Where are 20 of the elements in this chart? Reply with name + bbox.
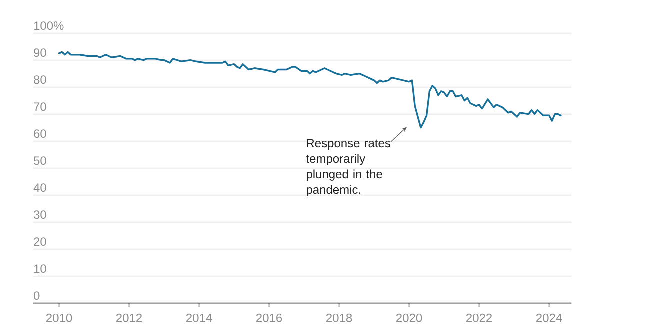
annotation: Response rates temporarily plunged in the pandemic. bbox=[306, 139, 390, 196]
x-tick-label: 2024 bbox=[536, 314, 562, 322]
y-tick-label: 0 bbox=[34, 292, 40, 300]
y-tick-label: 60 bbox=[34, 130, 46, 138]
y-tick-label: 10 bbox=[34, 264, 46, 274]
x-tick-label: 2020 bbox=[396, 314, 422, 322]
x-tick-label: 2010 bbox=[46, 314, 72, 322]
y-tick-label: 90 bbox=[34, 48, 46, 58]
x-tick-label: 2014 bbox=[186, 314, 212, 322]
x-tick-label: 2022 bbox=[466, 314, 492, 322]
x-tick-label: 2016 bbox=[256, 314, 282, 322]
y-tick-label: 50 bbox=[34, 156, 46, 166]
y-tick-label: 30 bbox=[34, 210, 46, 220]
y-tick-label: 40 bbox=[34, 184, 46, 192]
x-tick-label: 2018 bbox=[326, 314, 352, 322]
y-tick-label: 20 bbox=[34, 238, 46, 246]
y-tick-label: 100% bbox=[34, 22, 64, 30]
y-tick-label: 70 bbox=[34, 102, 46, 112]
x-tick-label: 2012 bbox=[116, 314, 142, 322]
y-tick-label: 80 bbox=[34, 76, 46, 84]
